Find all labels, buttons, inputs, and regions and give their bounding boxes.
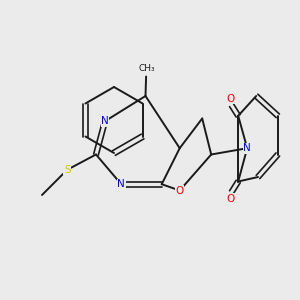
Text: N: N	[117, 179, 125, 189]
Text: CH₃: CH₃	[138, 64, 155, 73]
Text: N: N	[243, 143, 251, 153]
Text: S: S	[64, 165, 70, 175]
Text: N: N	[101, 116, 109, 126]
Text: O: O	[226, 194, 234, 204]
Text: O: O	[176, 185, 184, 196]
Text: O: O	[226, 94, 234, 104]
